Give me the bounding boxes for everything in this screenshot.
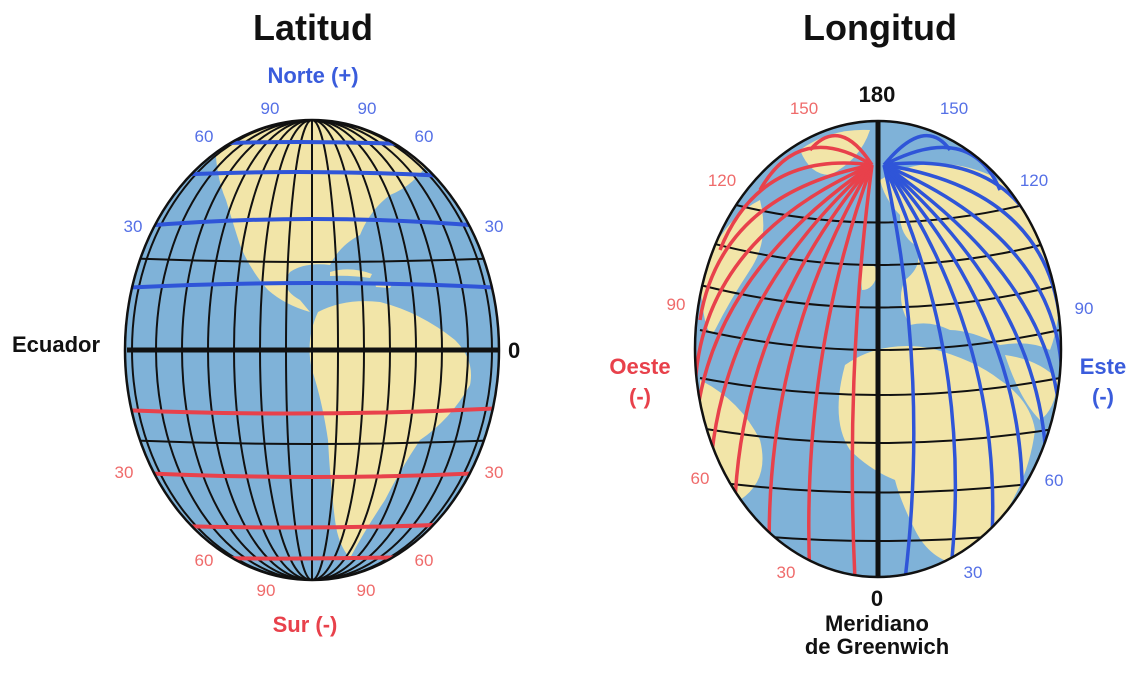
south-90-right: 90 [356, 581, 376, 600]
west-label-line1: Oeste [609, 354, 671, 379]
west-60-label: 60 [690, 469, 710, 488]
east-90-label: 90 [1074, 299, 1094, 318]
north-30-right: 30 [484, 217, 504, 236]
latitude-globe-outline [123, 118, 501, 582]
greenwich-label: Meridiano de Greenwich [805, 612, 949, 658]
west-30-label: 30 [776, 563, 796, 582]
west-120-label: 120 [707, 171, 737, 190]
south-60-left: 60 [194, 551, 214, 570]
north-label: Norte (+) [267, 63, 359, 88]
longitude-globe-outline [693, 119, 1063, 579]
equator-label: Ecuador [12, 332, 101, 357]
east-30-label: 30 [963, 563, 983, 582]
longitude-180-label: 180 [858, 82, 896, 107]
south-90-left: 90 [256, 581, 276, 600]
south-30-right: 30 [484, 463, 504, 482]
longitude-globe [693, 119, 1063, 579]
east-120-label: 120 [1019, 171, 1049, 190]
south-60-right: 60 [414, 551, 434, 570]
west-150-label: 150 [789, 99, 819, 118]
longitude-east-meridians [882, 133, 1061, 577]
west-label: Oeste (-) [609, 352, 670, 411]
north-30-left: 30 [123, 217, 143, 236]
north-60-left: 60 [194, 127, 214, 146]
east-150-label: 150 [939, 99, 969, 118]
east-label: Este (-) [1080, 352, 1126, 411]
south-30-left: 30 [114, 463, 134, 482]
latitude-globe [123, 118, 501, 582]
east-label-line1: Este [1079, 354, 1127, 379]
greenwich-label-line1: Meridiano [825, 611, 929, 636]
north-90-left: 90 [260, 99, 280, 118]
north-90-right: 90 [357, 99, 377, 118]
longitude-0-label: 0 [870, 586, 884, 611]
greenwich-label-line2: de Greenwich [804, 634, 950, 660]
east-label-line2: (-) [1092, 383, 1114, 409]
west-90-label: 90 [666, 295, 686, 314]
latitude-title: Latitud [253, 7, 373, 48]
south-label: Sur (-) [272, 612, 338, 637]
latitude-gray-parallels [125, 257, 499, 445]
equator-value: 0 [508, 338, 521, 363]
longitude-title: Longitud [803, 7, 957, 48]
north-60-right: 60 [414, 127, 434, 146]
east-60-label: 60 [1044, 471, 1064, 490]
west-label-line2: (-) [629, 383, 651, 409]
